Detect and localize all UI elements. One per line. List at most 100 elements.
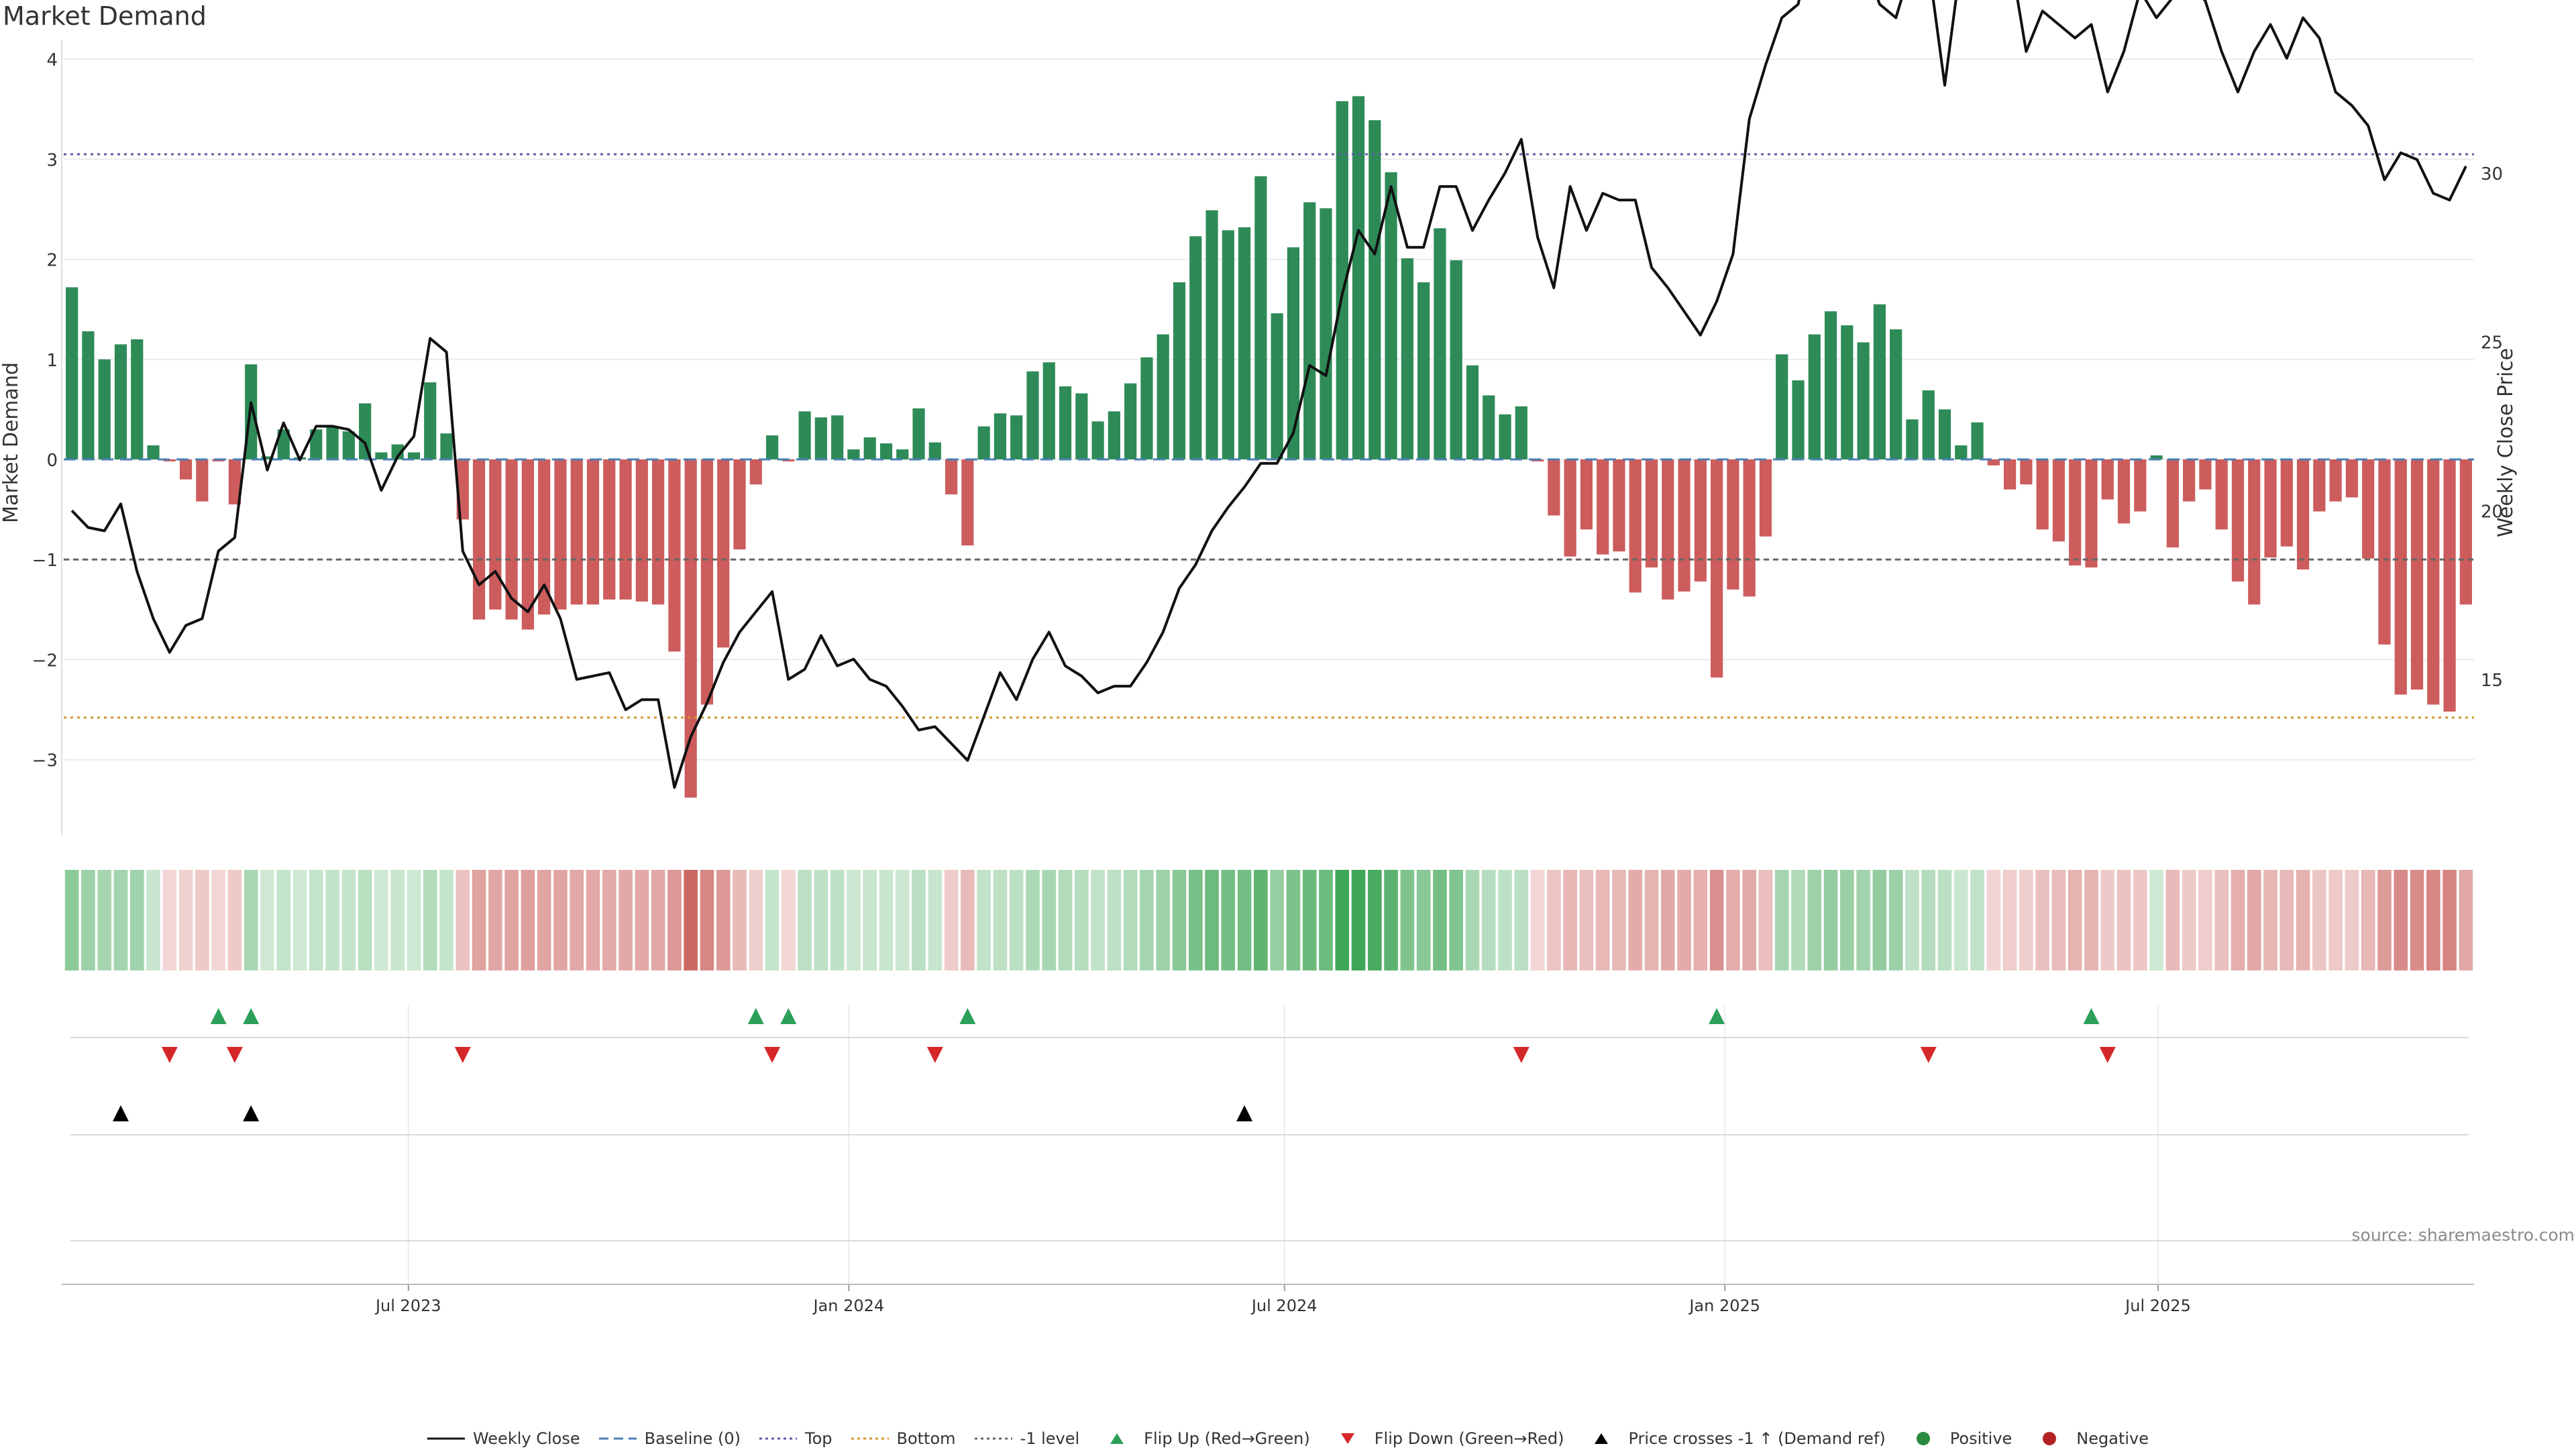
level-lines xyxy=(64,153,2474,719)
demand-bar-negative xyxy=(1759,459,1772,537)
heat-cell-negative xyxy=(635,870,649,970)
demand-bar-positive xyxy=(131,339,144,459)
demand-bar-negative xyxy=(961,459,974,546)
heat-cell-positive xyxy=(1254,870,1268,970)
heat-cell-negative xyxy=(619,870,633,970)
demand-bar-positive xyxy=(82,331,95,459)
flip-down-marker xyxy=(764,1047,781,1063)
heat-cell-positive xyxy=(1449,870,1464,970)
demand-bar-positive xyxy=(1857,342,1870,459)
heat-cell-positive xyxy=(64,870,79,970)
flip-down-marker xyxy=(926,1047,943,1063)
legend: Weekly Close Baseline (0) Top Bottom -1 leve… xyxy=(0,1425,2576,1452)
demand-bar-negative xyxy=(196,459,209,502)
demand-bar-negative xyxy=(2069,459,2082,566)
demand-bar-positive xyxy=(1352,96,1365,460)
demand-bar-positive xyxy=(879,443,893,459)
demand-bar-negative xyxy=(2004,459,2017,490)
demand-bar-negative xyxy=(1580,459,1593,530)
demand-bar-positive xyxy=(66,287,78,459)
y2-tick-label: 15 xyxy=(2481,671,2503,691)
heat-cell-negative xyxy=(1579,870,1594,970)
demand-bar-positive xyxy=(1401,258,1413,459)
flip-up-marker xyxy=(243,1008,260,1024)
demand-bar-negative xyxy=(1727,459,1739,590)
demand-bar-positive xyxy=(277,429,290,459)
heat-cell-positive xyxy=(97,870,112,970)
x-tick-label: Jul 2023 xyxy=(374,1296,441,1315)
demand-bar-positive xyxy=(1222,230,1234,459)
weekly-close-line-path xyxy=(70,0,2467,789)
demand-bar-negative xyxy=(2410,459,2424,690)
heat-cell-negative xyxy=(1547,870,1561,970)
demand-bar-negative xyxy=(2362,459,2375,559)
demand-bar-positive xyxy=(1434,228,1446,459)
heat-cell-negative xyxy=(2198,870,2212,970)
heat-cell-positive xyxy=(1937,870,1952,970)
demand-bar-positive xyxy=(1303,202,1316,459)
heat-cell-positive xyxy=(292,870,307,970)
demand-bar-positive xyxy=(1336,101,1348,459)
demand-bar-positive xyxy=(342,431,355,459)
heat-cell-negative xyxy=(2296,870,2310,970)
demand-bar-negative xyxy=(228,459,241,505)
heat-cell-negative xyxy=(716,870,731,970)
heat-cell-negative xyxy=(2084,870,2098,970)
demand-bar-positive xyxy=(798,411,811,459)
flip-up-marker xyxy=(210,1008,227,1024)
legend-swatch xyxy=(598,1437,637,1440)
heat-cell-positive xyxy=(1042,870,1057,970)
demand-bar-positive xyxy=(1906,419,1919,459)
heat-cell-negative xyxy=(667,870,682,970)
demand-bar-positive xyxy=(1059,386,1072,459)
heat-cell-negative xyxy=(455,870,470,970)
demand-bar-negative xyxy=(2443,459,2456,712)
demand-bar-positive xyxy=(1287,247,1300,459)
legend-item: Positive xyxy=(1904,1429,2012,1448)
demand-bar-positive xyxy=(847,449,860,459)
y-tick-label: 3 xyxy=(46,150,58,170)
demand-bar-positive xyxy=(1841,325,1854,459)
heat-cell-negative xyxy=(2231,870,2245,970)
heat-cell-positive xyxy=(863,870,877,970)
heat-cell-positive xyxy=(1840,870,1854,970)
demand-bar-negative xyxy=(179,459,193,480)
x-tick-label: Jan 2025 xyxy=(1688,1296,1760,1315)
demand-bar-negative xyxy=(2231,459,2245,582)
y-tick-label: 0 xyxy=(46,451,58,471)
heat-cell-positive xyxy=(1921,870,1936,970)
heat-cell-negative xyxy=(472,870,486,970)
legend-swatch xyxy=(2043,1432,2057,1445)
heat-cell-positive xyxy=(439,870,453,970)
x-tick-label: Jul 2025 xyxy=(2124,1296,2191,1315)
heat-cell-positive xyxy=(879,870,894,970)
heat-cell-positive xyxy=(1953,870,1968,970)
demand-bar-negative xyxy=(570,459,583,605)
demand-bar-positive xyxy=(1271,313,1283,459)
heat-cell-negative xyxy=(782,870,796,970)
demand-bar-positive xyxy=(994,413,1007,459)
demand-bar-positive xyxy=(147,445,160,459)
heat-cell-positive xyxy=(1009,870,1024,970)
legend-label: Negative xyxy=(2076,1429,2149,1448)
market-demand-chart: −3 −2 −1 0 1 2 3 4 15 20 25 30 Jul 2023 Jan 2024 Jul 2… xyxy=(0,0,2575,1315)
demand-bar-negative xyxy=(2101,459,2114,500)
demand-bar-positive xyxy=(1075,393,1088,459)
demand-bar-positive xyxy=(1971,422,1984,459)
x-tick-label: Jan 2024 xyxy=(812,1296,884,1315)
heat-cell-positive xyxy=(81,870,95,970)
legend-swatch xyxy=(1916,1432,1930,1445)
heat-cell-negative xyxy=(2361,870,2375,970)
heat-cell-negative xyxy=(2312,870,2326,970)
heat-cell-positive xyxy=(1823,870,1838,970)
y-tick-label: −1 xyxy=(32,551,58,571)
heat-cell-negative xyxy=(211,870,225,970)
demand-bar-negative xyxy=(945,459,958,495)
demand-bar-negative xyxy=(1564,459,1576,557)
heat-cell-positive xyxy=(1335,870,1350,970)
heat-cell-positive xyxy=(1351,870,1366,970)
legend-item: Weekly Close xyxy=(427,1429,580,1448)
heat-cell-negative xyxy=(2394,870,2408,970)
demand-bar-negative xyxy=(2394,459,2407,695)
demand-bar-negative xyxy=(2378,459,2391,645)
